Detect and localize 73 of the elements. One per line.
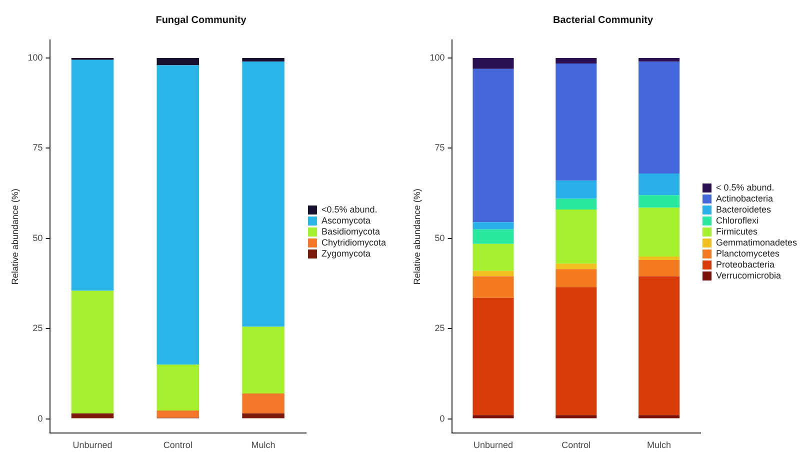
y-tick-label: 0 [38,413,43,424]
bar [638,256,680,260]
y-tick-label: 100 [430,52,445,63]
legend-label: < 0.5% abund. [716,182,774,192]
legend-label: <0.5% abund. [321,204,378,214]
bar [638,58,680,62]
bar [71,60,114,291]
x-tick-label: Unburned [72,440,112,450]
y-axis-title: Relative abundance (%) [10,188,20,285]
chart-title: Bacterial Community [552,14,654,26]
y-tick-label: 25 [434,323,445,334]
bar [556,287,597,416]
bar [71,413,114,418]
y-axis-title: Relative abundance (%) [412,188,422,285]
bar [472,270,514,276]
bar [638,195,680,208]
bar [638,260,680,276]
bar [556,58,597,64]
x-tick-label: Unburned [474,440,514,450]
bar [556,269,597,288]
bar [556,198,597,210]
y-tick-label: 0 [440,413,445,424]
legend-label: Zygomycota [321,248,371,258]
bar [472,415,514,418]
bar [156,58,200,66]
bar [472,68,514,222]
bar [242,413,284,418]
bar [472,229,514,244]
x-tick-label: Mulch [647,440,672,450]
legend-label: Ascomycota [321,215,371,226]
bar [242,326,284,394]
bar [638,415,680,418]
bar [472,222,514,230]
legend-label: Planctomycetes [716,248,780,258]
x-tick-label: Control [562,440,591,450]
bar [156,410,200,418]
bar [472,244,514,271]
legend-label: Basidiomycota [321,226,380,236]
bar [638,173,680,196]
bar [156,65,200,365]
bar [472,58,514,69]
bar [638,276,680,416]
bar [638,62,680,174]
y-tick-label: 75 [434,142,445,153]
legend-label: Proteobacteria [716,259,775,270]
chart-title: Fungal Community [156,14,247,26]
legend-label: Bacteroidetes [716,204,772,214]
bar [242,62,284,327]
x-tick-label: Mulch [251,440,276,450]
bar [556,63,597,181]
bar [472,298,514,416]
bar [71,290,114,414]
legend-label: Chytridiomycota [321,237,386,248]
bar [472,276,514,298]
legend-label: Chloroflexi [716,215,759,226]
bar [556,264,597,270]
y-tick-label: 100 [28,52,43,63]
bar [242,394,284,414]
legend-label: Firmicutes [716,226,758,236]
bar [556,210,597,264]
bar [638,208,680,256]
bar [556,415,597,418]
x-tick-label: Control [163,440,192,450]
bar [242,58,284,62]
legend-label: Gemmatimonadetes [716,237,798,248]
bar [156,364,200,410]
y-tick-label: 50 [434,232,445,243]
y-tick-label: 25 [32,323,43,334]
y-tick-label: 50 [32,232,43,243]
legend-label: Actinobacteria [716,193,774,204]
legend-label: Verrucomicrobia [716,270,782,280]
y-tick-label: 75 [32,142,43,153]
bar [556,180,597,199]
